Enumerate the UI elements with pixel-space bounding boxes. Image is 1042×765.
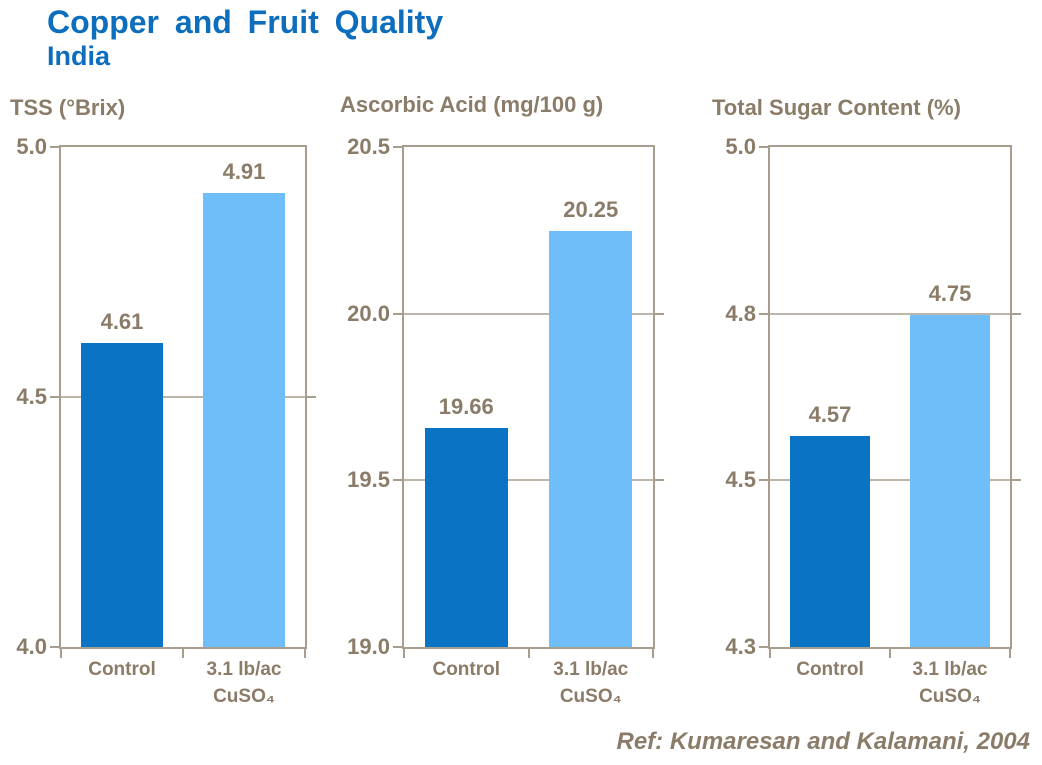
gridline — [61, 396, 305, 398]
axis-tick-bottom — [1009, 649, 1011, 658]
gridline — [404, 312, 653, 315]
x-category-label-line: CuSO₄ — [919, 685, 981, 707]
axis-tick-bottom — [304, 649, 306, 658]
x-category-label-line: 3.1 lb/ac — [912, 659, 988, 680]
axis-tick-bottom — [403, 649, 405, 658]
axis-tick-right — [655, 479, 664, 482]
value-label: 4.61 — [100, 308, 144, 334]
bar-treatment — [549, 230, 633, 647]
y-tick-label: 20.5 — [347, 134, 390, 159]
gridline — [770, 312, 1010, 315]
x-category-label: 3.1 lb/ac CuSO₄ — [169, 657, 319, 710]
axis-tick-right — [1012, 479, 1021, 482]
reference-text: Ref: Kumaresan and Kalamani, 2004 — [616, 728, 1031, 755]
axis-tick-left — [393, 646, 402, 648]
axis-tick-right — [1012, 312, 1021, 315]
x-category-label-line: Control — [796, 659, 864, 680]
x-category-label: 3.1 lb/ac CuSO₄ — [516, 657, 666, 710]
x-category-label-line: 3.1 lb/ac — [553, 659, 629, 680]
y-tick-label: 19.5 — [347, 467, 390, 493]
value-label: 4.75 — [928, 280, 972, 306]
bar-treatment — [203, 192, 285, 647]
y-tick-label: 4.5 — [725, 467, 756, 493]
axis-tick-left — [759, 312, 768, 315]
gridline — [404, 479, 653, 482]
y-tick-label: 20.0 — [347, 300, 390, 326]
x-category-label-line: Control — [88, 659, 156, 680]
y-tick-label: 19.0 — [347, 634, 390, 659]
axis-tick-left — [759, 146, 768, 148]
y-tick-label: 4.3 — [725, 634, 756, 659]
y-tick-label: 4.8 — [725, 300, 756, 326]
bar-control — [424, 428, 508, 647]
x-category-label-line: CuSO₄ — [559, 685, 622, 707]
bar-control — [789, 435, 871, 647]
y-tick-label: 4.0 — [16, 634, 47, 659]
bar-treatment — [909, 314, 991, 647]
x-category-label: Control — [755, 657, 905, 684]
y-tick-label: 5.0 — [725, 134, 756, 159]
axis-tick-bottom — [889, 649, 891, 658]
axis-tick-bottom — [527, 649, 530, 658]
page-title: Copper and Fruit Quality — [47, 4, 444, 40]
axis-tick-bottom — [769, 649, 771, 658]
axis-tick-left — [50, 396, 59, 398]
axis-tick-right — [307, 396, 316, 398]
value-label: 4.91 — [222, 158, 266, 184]
x-category-label: 3.1 lb/ac CuSO₄ — [875, 657, 1025, 710]
axis-tick-left — [393, 312, 402, 315]
axis-tick-bottom — [652, 649, 654, 658]
axis-tick-left — [50, 646, 59, 648]
value-label: 19.66 — [438, 394, 494, 419]
y-tick-label: 4.5 — [16, 384, 47, 409]
chart-title: Total Sugar Content (%) — [712, 95, 961, 120]
axis-tick-left — [759, 479, 768, 482]
axis-tick-bottom — [60, 649, 62, 658]
chart-title: Ascorbic Acid (mg/100 g) — [340, 92, 604, 117]
axis-tick-right — [655, 312, 664, 315]
axis-tick-left — [50, 146, 59, 148]
chart-title: TSS (°Brix) — [10, 95, 126, 120]
plot-area: 20.5 20.0 19.5 19.0 19.66 Control 20.25 3.1 lb/… — [347, 134, 664, 707]
gridline — [770, 479, 1010, 482]
y-tick-label: 5.0 — [16, 134, 47, 159]
x-category-label: Control — [391, 657, 541, 684]
x-category-label-line: 3.1 lb/ac — [206, 659, 282, 680]
plot-area: 5.0 4.5 4.0 4.61 Control 4.91 3.1 lb/ac CuSO₄ — [16, 134, 316, 707]
x-category-label-line: Control — [432, 659, 501, 680]
x-category-label: Control — [47, 657, 197, 684]
value-label: 20.25 — [563, 196, 619, 222]
axis-tick-left — [393, 146, 402, 148]
value-label: 4.57 — [808, 401, 852, 427]
plot-area: 5.0 4.8 4.5 4.3 4.57 Control 4.75 3.1 lb/ac CuSO… — [725, 134, 1021, 707]
axis-tick-left — [759, 646, 768, 648]
bar-control — [81, 342, 163, 647]
axis-tick-left — [393, 479, 402, 482]
axis-tick-bottom — [182, 649, 184, 658]
x-category-label-line: CuSO₄ — [213, 685, 275, 707]
page-subtitle: India — [47, 41, 111, 71]
